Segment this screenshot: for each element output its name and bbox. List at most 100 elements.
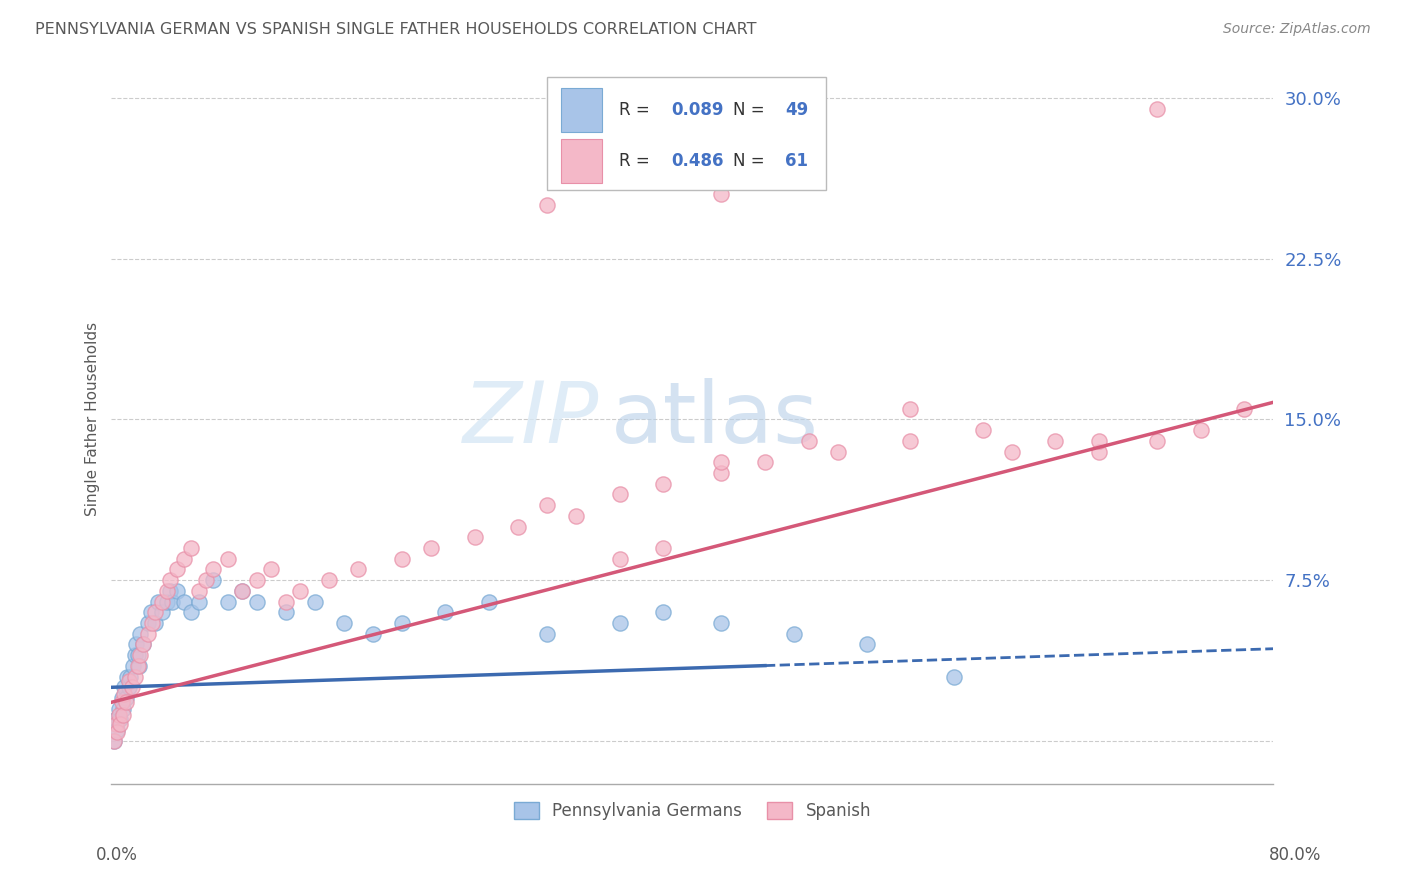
Point xyxy=(231,583,253,598)
Point xyxy=(898,401,921,416)
Point xyxy=(143,615,166,630)
Point xyxy=(112,702,135,716)
Text: 0.486: 0.486 xyxy=(672,152,724,169)
Point xyxy=(128,658,150,673)
FancyBboxPatch shape xyxy=(561,88,602,132)
Point xyxy=(274,594,297,608)
Point xyxy=(506,519,529,533)
Text: PENNSYLVANIA GERMAN VS SPANISH SINGLE FATHER HOUSEHOLDS CORRELATION CHART: PENNSYLVANIA GERMAN VS SPANISH SINGLE FA… xyxy=(35,22,756,37)
Point xyxy=(162,594,184,608)
Point xyxy=(187,583,209,598)
Point xyxy=(110,695,132,709)
Point xyxy=(652,476,675,491)
Point xyxy=(112,708,135,723)
Point xyxy=(536,626,558,640)
Point xyxy=(1189,423,1212,437)
Point xyxy=(124,670,146,684)
Point xyxy=(139,605,162,619)
Point xyxy=(202,573,225,587)
Point xyxy=(127,658,149,673)
Point xyxy=(105,723,128,738)
Point xyxy=(478,594,501,608)
Point xyxy=(304,594,326,608)
Point xyxy=(141,615,163,630)
Point xyxy=(827,444,849,458)
Point xyxy=(536,198,558,212)
Point xyxy=(173,594,195,608)
Point xyxy=(150,605,173,619)
Point xyxy=(609,487,631,501)
Point xyxy=(136,615,159,630)
Point xyxy=(231,583,253,598)
Point xyxy=(652,541,675,555)
Point xyxy=(194,573,217,587)
Point xyxy=(391,551,413,566)
Point xyxy=(246,594,269,608)
Point xyxy=(318,573,340,587)
FancyBboxPatch shape xyxy=(547,77,825,190)
Point xyxy=(754,455,776,469)
Text: R =: R = xyxy=(619,152,655,169)
Point xyxy=(1045,434,1067,448)
Point xyxy=(122,658,145,673)
Text: R =: R = xyxy=(619,101,655,119)
Text: ZIP: ZIP xyxy=(463,378,599,461)
Point xyxy=(347,562,370,576)
Point xyxy=(942,670,965,684)
Point xyxy=(274,605,297,619)
Point xyxy=(107,708,129,723)
Point xyxy=(117,670,139,684)
Text: Source: ZipAtlas.com: Source: ZipAtlas.com xyxy=(1223,22,1371,37)
Point xyxy=(114,687,136,701)
Point xyxy=(166,583,188,598)
Point xyxy=(136,626,159,640)
Point xyxy=(652,605,675,619)
Text: 49: 49 xyxy=(786,101,808,119)
Point xyxy=(110,691,132,706)
Text: N =: N = xyxy=(733,101,770,119)
Point xyxy=(1001,444,1024,458)
Point xyxy=(173,551,195,566)
Text: atlas: atlas xyxy=(612,378,820,461)
Point xyxy=(391,615,413,630)
Point xyxy=(797,434,820,448)
Point xyxy=(260,562,283,576)
Point xyxy=(132,637,155,651)
Point xyxy=(132,637,155,651)
Point xyxy=(1146,434,1168,448)
Point xyxy=(118,673,141,688)
Point xyxy=(1233,401,1256,416)
Point xyxy=(972,423,994,437)
Point xyxy=(217,594,239,608)
Point xyxy=(434,605,457,619)
Point xyxy=(129,648,152,662)
Text: 0.0%: 0.0% xyxy=(96,846,138,863)
Point xyxy=(105,725,128,739)
Point xyxy=(609,615,631,630)
Point xyxy=(143,605,166,619)
Point xyxy=(155,594,177,608)
Point xyxy=(333,615,356,630)
Point xyxy=(419,541,441,555)
Y-axis label: Single Father Households: Single Father Households xyxy=(86,322,100,516)
Point xyxy=(710,466,733,480)
Point xyxy=(120,670,142,684)
Point xyxy=(463,530,485,544)
Point xyxy=(710,455,733,469)
Point xyxy=(124,648,146,662)
Point xyxy=(104,713,127,727)
Point xyxy=(108,713,131,727)
Legend: Pennsylvania Germans, Spanish: Pennsylvania Germans, Spanish xyxy=(508,795,877,826)
Point xyxy=(180,541,202,555)
Point xyxy=(104,716,127,731)
Point xyxy=(115,695,138,709)
Point xyxy=(118,681,141,695)
Point xyxy=(103,734,125,748)
Point xyxy=(1088,444,1111,458)
Point xyxy=(710,187,733,202)
Point xyxy=(217,551,239,566)
Point xyxy=(150,594,173,608)
Point xyxy=(127,648,149,662)
Point xyxy=(159,583,181,598)
Point xyxy=(107,702,129,716)
